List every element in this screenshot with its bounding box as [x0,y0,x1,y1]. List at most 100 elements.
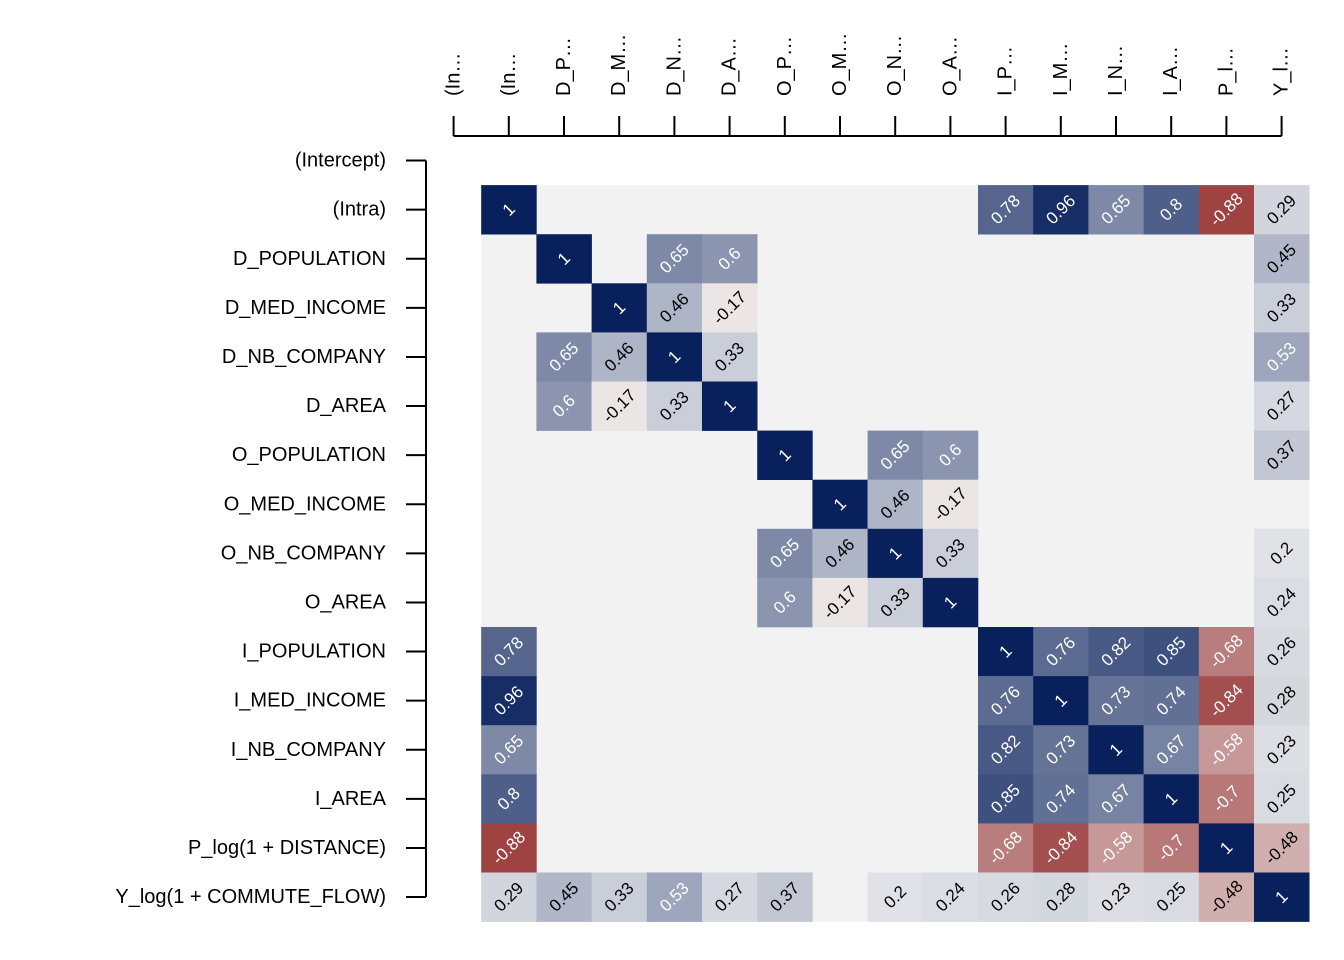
heatmap-cell [1198,185,1255,235]
column-label: I_A… [1160,46,1182,96]
heatmap-cell [536,332,592,382]
heatmap-cell [481,627,537,677]
heatmap-cell [1088,774,1144,824]
axes-layer [406,116,1283,899]
column-label: D_M… [608,34,630,96]
row-label: D_MED_INCOME [225,297,386,319]
heatmap-cell [1198,823,1255,873]
row-label: I_NB_COMPANY [231,739,386,761]
heatmap-cell [702,872,758,922]
heatmap-cell [1088,872,1144,922]
heatmap-cell [536,234,592,284]
heatmap-cell [978,627,1034,677]
column-label: (In… [498,53,520,96]
heatmap-cell [591,381,648,431]
heatmap-cell [922,430,979,480]
heatmap-cell [1254,725,1310,775]
heatmap-cell [591,332,648,382]
column-label: I_M… [1050,43,1072,96]
column-label: D_N… [663,36,685,96]
heatmap-cell [1198,725,1255,775]
heatmap-cell [1254,381,1310,431]
heatmap-cell [481,185,537,235]
heatmap-cell [481,676,537,726]
heatmap-cell [1033,185,1089,235]
heatmap-cell [1254,528,1310,579]
heatmap-cell [646,872,703,922]
heatmap-cell [702,234,758,284]
heatmap-cell [646,283,703,333]
row-label: O_NB_COMPANY [221,542,386,564]
heatmap-cell [1033,872,1089,922]
heatmap-cell [757,577,813,628]
row-label: Y_log(1 + COMMUTE_FLOW) [115,886,386,908]
heatmap-cell [1033,725,1089,775]
heatmap-cell [978,872,1034,922]
heatmap-cell [757,430,813,480]
heatmap-cell [1254,872,1310,922]
heatmap-cell [1143,185,1200,235]
heatmap-cell [812,528,868,579]
column-label: I_N… [1105,45,1127,96]
heatmap-cell [1088,676,1144,726]
heatmap-cell [1198,627,1255,677]
row-label: I_POPULATION [242,641,386,663]
heatmap-cell [1143,774,1200,824]
heatmap-cell [1033,823,1089,873]
heatmap-cell [646,332,703,382]
heatmap-cell [481,823,537,873]
row-label: D_NB_COMPANY [222,346,386,368]
heatmap-cell [978,676,1034,726]
column-label: O_P… [774,36,796,96]
row-label: O_MED_INCOME [224,493,386,515]
heatmap-cell [1254,577,1310,628]
column-label: O_N… [884,35,906,96]
column-label: (In… [443,53,465,96]
row-label: I_MED_INCOME [234,690,386,712]
heatmap-cell [1198,676,1255,726]
heatmap-cell [1254,234,1310,284]
column-label: O_A… [939,36,961,96]
heatmap-cell [867,872,924,922]
heatmap-cell [1254,283,1310,333]
heatmap-cell [978,823,1034,873]
heatmap-cell [481,725,537,775]
column-label: I_P… [995,46,1017,96]
heatmap-cell [536,872,592,922]
heatmap-cell [481,774,537,824]
heatmap-cell [646,381,703,431]
heatmap-cell [1143,872,1200,922]
heatmap-cell [922,872,979,922]
heatmap-cell [1198,774,1255,824]
column-label: O_M… [829,33,851,96]
heatmap-cell [978,185,1034,235]
heatmap-cell [1198,872,1255,922]
heatmap-cell [978,725,1034,775]
column-label: D_P… [553,37,575,96]
heatmap-cell [1088,185,1144,235]
row-label: O_AREA [305,591,387,613]
cells-layer [481,185,1310,922]
heatmap-cell [867,577,924,628]
row-label: O_POPULATION [232,444,386,466]
heatmap-cell [1143,627,1200,677]
heatmap-cell [812,577,868,628]
row-label: D_POPULATION [233,248,386,270]
heatmap-cell [1033,774,1089,824]
heatmap-cell [1254,185,1310,235]
row-label: (Intercept) [295,150,386,172]
column-label: Y_l… [1271,47,1293,96]
heatmap-cell [702,381,758,431]
heatmap-cell [922,479,979,530]
heatmap-cell [978,774,1034,824]
heatmap-cell [812,479,868,530]
heatmap-cell [646,234,703,284]
heatmap-cell [702,332,758,382]
heatmap-cell [536,381,592,431]
heatmap-cell [481,872,537,922]
heatmap-cell [1088,725,1144,775]
column-label: D_A… [719,37,741,96]
heatmap-cell [867,479,924,530]
row-label: D_AREA [306,395,387,417]
